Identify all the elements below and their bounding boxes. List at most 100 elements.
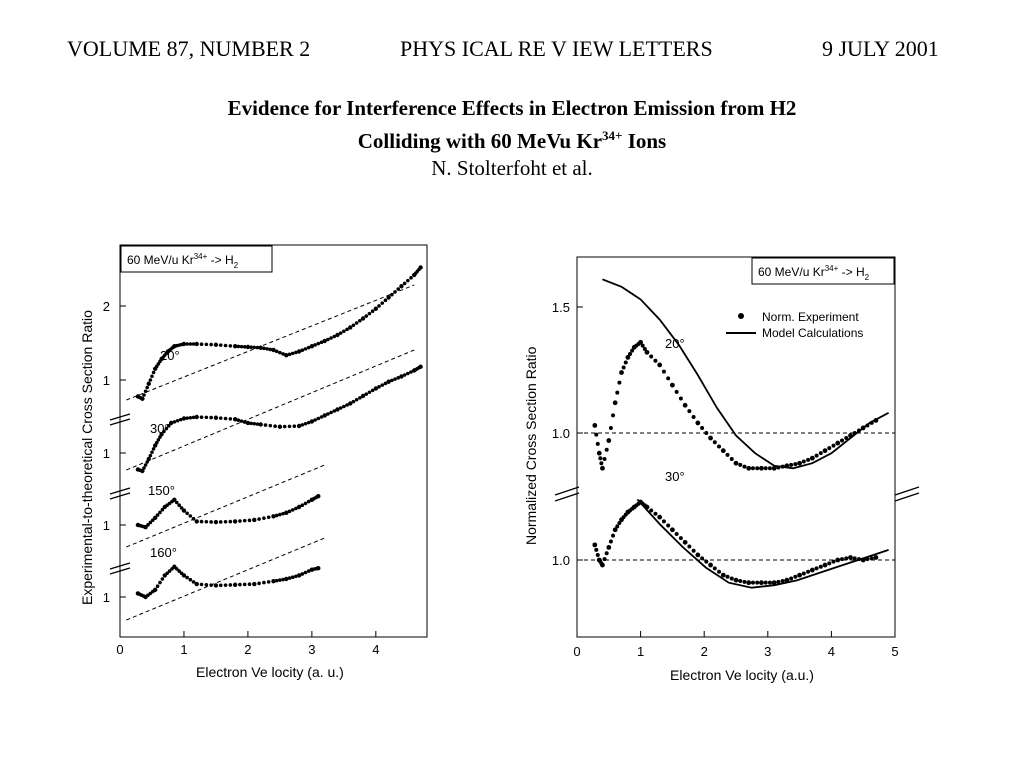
- left-data-point: [273, 424, 277, 428]
- left-data-point: [204, 415, 209, 420]
- left-data-point: [213, 342, 219, 347]
- right-data-point: [649, 508, 654, 513]
- right-legend-box: [751, 257, 895, 285]
- right-data-point: [860, 557, 866, 563]
- left-data-point: [358, 396, 362, 400]
- right-axis-break: [894, 486, 920, 496]
- right-data-point: [649, 354, 654, 359]
- left-data-point: [154, 440, 159, 445]
- left-data-point: [194, 341, 199, 347]
- left-data-point: [373, 306, 379, 311]
- left-data-point: [296, 573, 302, 578]
- left-label-20: 20°: [160, 348, 180, 363]
- right-data-point: [733, 577, 739, 583]
- right-data-point: [865, 557, 870, 562]
- title-line-1: Evidence for Interference Effects in Ele…: [227, 96, 797, 120]
- right-data-point: [599, 461, 604, 466]
- journal-name: PHYS ICAL RE V IEW LETTERS: [400, 36, 713, 61]
- left-data-point: [284, 353, 289, 358]
- left-data-point: [418, 364, 423, 369]
- left-data-point: [199, 342, 204, 346]
- left-data-point: [402, 373, 407, 377]
- right-data-point: [822, 562, 828, 568]
- right-data-point: [700, 425, 705, 430]
- left-data-point: [354, 397, 359, 402]
- left-data-point: [236, 344, 241, 349]
- right-data-point: [840, 557, 844, 562]
- left-data-point: [150, 450, 154, 455]
- left-data-point: [393, 377, 397, 381]
- left-data-point: [284, 576, 289, 582]
- left-data-point: [292, 424, 297, 428]
- right-data-point: [835, 557, 841, 563]
- right-data-point: [856, 557, 861, 562]
- left-xtick-label: 2: [244, 642, 251, 657]
- left-data-point: [335, 407, 340, 412]
- right-data-point: [661, 369, 666, 374]
- left-data-point: [309, 344, 315, 349]
- right-data-point: [617, 521, 622, 526]
- left-data-point: [316, 416, 321, 421]
- right-data-point: [725, 574, 730, 579]
- right-data-point: [759, 580, 764, 586]
- left-data-point: [148, 378, 153, 382]
- left-xtick-label: 0: [116, 642, 123, 657]
- left-data-point: [399, 284, 404, 289]
- left-data-point: [380, 301, 385, 305]
- right-data-point: [733, 460, 739, 466]
- left-data-point: [342, 329, 346, 334]
- left-data-point: [332, 334, 337, 339]
- left-data-point: [160, 577, 165, 581]
- left-data-point: [258, 422, 263, 427]
- left-data-point: [329, 336, 333, 340]
- left-data-point: [185, 575, 189, 580]
- left-data-point: [257, 581, 261, 586]
- right-ytick-label: 1.5: [552, 300, 570, 315]
- left-data-point: [370, 309, 375, 313]
- left-data-point: [239, 419, 244, 423]
- right-data-point: [763, 580, 768, 585]
- left-data-point: [228, 583, 233, 587]
- right-data-point: [657, 514, 663, 520]
- right-data-point: [687, 409, 692, 414]
- right-data-point: [712, 440, 717, 445]
- right-data-point: [742, 579, 747, 584]
- left-data-point: [209, 342, 213, 347]
- title-line-2-end: Ions: [622, 129, 667, 153]
- left-data-point: [236, 418, 241, 422]
- left-data-point: [140, 396, 145, 401]
- right-data-point: [750, 466, 755, 471]
- right-data-point: [674, 389, 679, 394]
- left-data-point: [265, 347, 269, 351]
- left-data-point: [266, 515, 271, 520]
- right-data-point: [594, 547, 599, 552]
- right-data-point: [720, 448, 726, 454]
- left-data-point: [266, 580, 271, 584]
- left-data-point: [158, 510, 162, 515]
- left-data-point: [268, 347, 273, 352]
- left-data-point: [166, 424, 171, 428]
- right-data-point: [621, 365, 626, 370]
- left-data-point: [364, 314, 369, 318]
- left-data-point: [281, 352, 285, 356]
- right-data-point: [844, 556, 849, 561]
- right-data-point: [687, 544, 692, 549]
- left-data-point: [326, 412, 330, 416]
- left-axis-break: [109, 413, 131, 421]
- right-model-curve: [636, 498, 889, 589]
- left-data-point: [191, 516, 196, 521]
- right-data-point: [615, 524, 620, 529]
- right-data-point: [827, 561, 832, 566]
- left-data-point: [172, 420, 177, 424]
- left-data-point: [342, 404, 346, 409]
- left-data-point: [191, 342, 196, 346]
- right-data-point: [856, 428, 861, 433]
- left-label-150: 150°: [148, 483, 175, 498]
- left-data-point: [287, 424, 292, 429]
- right-data-point: [844, 436, 849, 441]
- left-data-point: [191, 415, 196, 420]
- right-data-point: [738, 579, 743, 583]
- right-data-point: [704, 431, 709, 435]
- left-data-point: [373, 386, 379, 391]
